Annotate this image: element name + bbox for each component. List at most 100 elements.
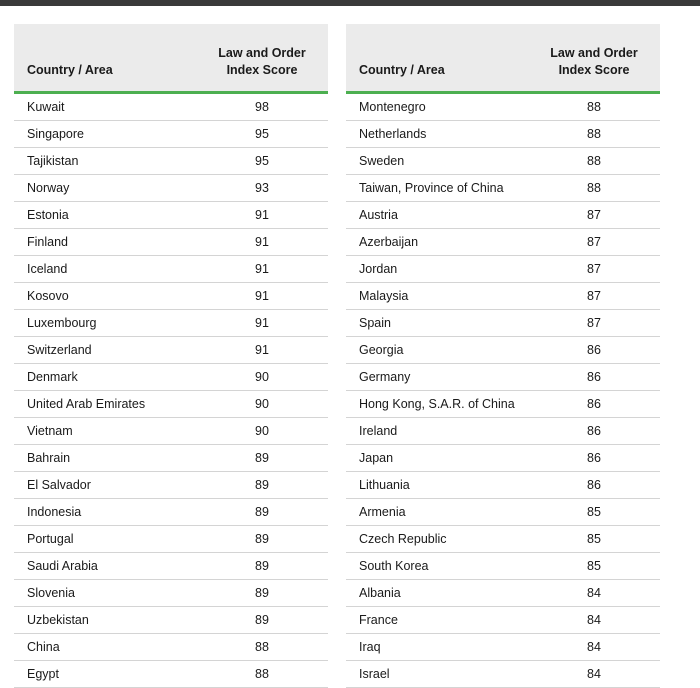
score-cell: 85	[528, 552, 660, 580]
column-header: Law and Order Index Score	[196, 24, 328, 94]
table-header: Country / Area Law and Order Index Score	[346, 24, 660, 94]
score-cell: 91	[196, 228, 328, 256]
score-cell: 88	[196, 660, 328, 688]
country-cell: Uzbekistan	[14, 606, 196, 634]
country-cell: United Arab Emirates	[14, 390, 196, 418]
column-header: Country / Area	[346, 24, 528, 94]
score-cell: 98	[196, 92, 328, 121]
country-cell: Armenia	[346, 498, 528, 526]
header-row: Country / Area Law and Order Index Score	[346, 24, 660, 94]
score-cell: 89	[196, 444, 328, 472]
score-cell: 87	[528, 309, 660, 337]
score-cell: 86	[528, 390, 660, 418]
column-header: Country / Area	[14, 24, 196, 94]
table-row: China 88	[14, 633, 328, 661]
table-row: Ireland 86	[346, 417, 660, 445]
table-row: Bahrain 89	[14, 444, 328, 472]
score-cell: 88	[196, 633, 328, 661]
country-cell: Estonia	[14, 201, 196, 229]
table-row: Indonesia 89	[14, 498, 328, 526]
score-cell: 86	[528, 363, 660, 391]
table-row: Malaysia 87	[346, 282, 660, 310]
country-cell: Vietnam	[14, 417, 196, 445]
country-cell: Denmark	[14, 363, 196, 391]
country-cell: Switzerland	[14, 336, 196, 364]
score-cell: 91	[196, 282, 328, 310]
table-row: Hong Kong, S.A.R. of China 86	[346, 390, 660, 418]
country-cell: Ireland	[346, 417, 528, 445]
score-cell: 89	[196, 525, 328, 553]
country-cell: Portugal	[14, 525, 196, 553]
header-text: Law and Order Index Score	[550, 46, 638, 77]
table-row: Denmark 90	[14, 363, 328, 391]
table-row: Georgia 86	[346, 336, 660, 364]
score-cell: 84	[528, 579, 660, 607]
country-cell: Montenegro	[346, 92, 528, 121]
table-header: Country / Area Law and Order Index Score	[14, 24, 328, 94]
country-cell: Israel	[346, 660, 528, 688]
country-cell: Saudi Arabia	[14, 552, 196, 580]
score-cell: 86	[528, 471, 660, 499]
score-cell: 88	[528, 147, 660, 175]
score-cell: 88	[528, 92, 660, 121]
table-row: United Arab Emirates 90	[14, 390, 328, 418]
score-cell: 86	[528, 336, 660, 364]
score-cell: 85	[528, 525, 660, 553]
country-cell: Egypt	[14, 660, 196, 688]
table-row: Japan 86	[346, 444, 660, 472]
score-cell: 85	[528, 498, 660, 526]
country-cell: El Salvador	[14, 471, 196, 499]
country-cell: France	[346, 606, 528, 634]
table-row: Norway 93	[14, 174, 328, 202]
table-row: Vietnam 90	[14, 417, 328, 445]
score-cell: 91	[196, 201, 328, 229]
score-cell: 89	[196, 606, 328, 634]
score-cell: 89	[196, 498, 328, 526]
country-cell: China	[14, 633, 196, 661]
country-cell: Malaysia	[346, 282, 528, 310]
column-header: Law and Order Index Score	[528, 24, 660, 94]
country-cell: Albania	[346, 579, 528, 607]
country-cell: Kuwait	[14, 92, 196, 121]
table-row: El Salvador 89	[14, 471, 328, 499]
table-row: Finland 91	[14, 228, 328, 256]
country-cell: Luxembourg	[14, 309, 196, 337]
country-cell: Indonesia	[14, 498, 196, 526]
table-row: Slovenia 89	[14, 579, 328, 607]
score-cell: 89	[196, 579, 328, 607]
score-cell: 95	[196, 147, 328, 175]
score-cell: 88	[528, 174, 660, 202]
table-row: Iraq 84	[346, 633, 660, 661]
top-bar	[0, 0, 700, 6]
country-cell: Netherlands	[346, 120, 528, 148]
score-cell: 87	[528, 228, 660, 256]
table-row: Portugal 89	[14, 525, 328, 553]
table-row: Jordan 87	[346, 255, 660, 283]
header-text: Country / Area	[27, 63, 113, 77]
table-row: Spain 87	[346, 309, 660, 337]
score-cell: 91	[196, 309, 328, 337]
score-cell: 89	[196, 552, 328, 580]
table-row: Israel 84	[346, 660, 660, 688]
table-row: Taiwan, Province of China 88	[346, 174, 660, 202]
country-cell: Spain	[346, 309, 528, 337]
country-cell: Germany	[346, 363, 528, 391]
country-cell: Hong Kong, S.A.R. of China	[346, 390, 528, 418]
header-text: Law and Order Index Score	[218, 46, 306, 77]
table-row: Germany 86	[346, 363, 660, 391]
table-row: France 84	[346, 606, 660, 634]
table-row: Egypt 88	[14, 660, 328, 688]
score-cell: 95	[196, 120, 328, 148]
country-cell: Azerbaijan	[346, 228, 528, 256]
score-cell: 93	[196, 174, 328, 202]
table-row: Kosovo 91	[14, 282, 328, 310]
table-row: Azerbaijan 87	[346, 228, 660, 256]
country-cell: Finland	[14, 228, 196, 256]
table-row: Tajikistan 95	[14, 147, 328, 175]
table-row: Saudi Arabia 89	[14, 552, 328, 580]
score-cell: 88	[528, 120, 660, 148]
table-body: Kuwait 98 Singapore 95 Tajikistan 95 Norway 93 E…	[14, 92, 328, 688]
table-row: Uzbekistan 89	[14, 606, 328, 634]
table-row: Netherlands 88	[346, 120, 660, 148]
